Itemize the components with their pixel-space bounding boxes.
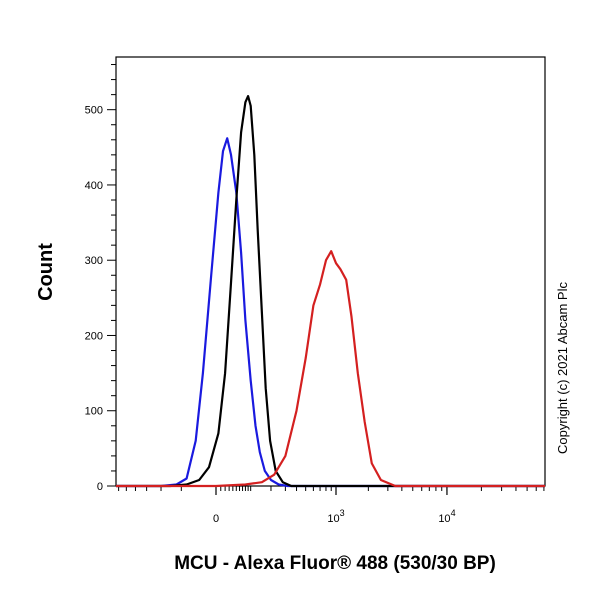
series-line-2 xyxy=(116,95,545,488)
histogram-series xyxy=(116,95,545,488)
y-axis-title: Count xyxy=(35,243,57,301)
plot-frame xyxy=(115,56,546,487)
y-tick-label: 100 xyxy=(85,406,103,418)
series-line-3 xyxy=(116,250,545,488)
series-line-1 xyxy=(116,137,545,488)
x-tick-label: 104 xyxy=(438,508,455,525)
y-axis-ticks: 0 100 200 300 400 500 xyxy=(85,64,116,493)
x-tick-label: 0 xyxy=(213,513,219,525)
y-tick-label: 300 xyxy=(85,255,103,267)
x-axis-title: MCU - Alexa Fluor® 488 (530/30 BP) xyxy=(174,553,496,574)
x-tick-label: 103 xyxy=(327,508,344,525)
y-tick-label: 200 xyxy=(85,330,103,342)
x-axis-ticks: 0 103 104 xyxy=(118,486,545,525)
y-tick-label: 500 xyxy=(85,105,103,117)
y-tick-label: 0 xyxy=(97,481,103,493)
y-tick-label: 400 xyxy=(85,180,103,192)
copyright-notice: Copyright (c) 2021 Abcam Plc xyxy=(555,282,570,454)
